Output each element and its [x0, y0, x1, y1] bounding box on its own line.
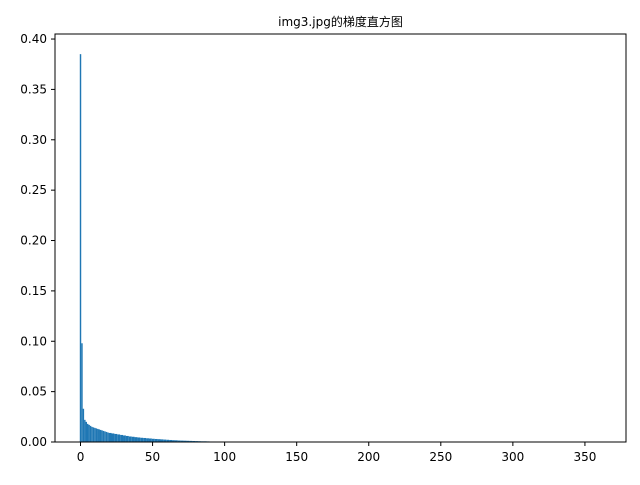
- histogram-bar: [107, 432, 108, 442]
- y-tick-label: 0.25: [20, 183, 47, 197]
- histogram-bar: [88, 425, 89, 442]
- y-tick-label: 0.30: [20, 133, 47, 147]
- y-tick-label: 0.15: [20, 284, 47, 298]
- histogram-bar: [104, 431, 105, 442]
- histogram-bar: [143, 438, 146, 442]
- y-tick-label: 0.20: [20, 234, 47, 248]
- x-tick-label: 300: [501, 450, 524, 464]
- histogram-bar: [137, 437, 140, 442]
- y-tick-label: 0.00: [20, 435, 47, 449]
- histogram-bar: [135, 437, 138, 442]
- histogram-bar: [91, 427, 92, 442]
- x-tick-label: 250: [429, 450, 452, 464]
- histogram-bar: [123, 435, 126, 442]
- histogram-bar: [87, 424, 88, 442]
- histogram-bar: [132, 437, 135, 442]
- histogram-bar: [96, 428, 97, 442]
- histogram-bar: [103, 431, 104, 442]
- histogram-bar: [117, 434, 120, 442]
- histogram-bar: [90, 426, 91, 442]
- histogram-bar: [100, 430, 101, 442]
- chart-title: img3.jpg的梯度直方图: [278, 14, 403, 29]
- y-tick-label: 0.10: [20, 334, 47, 348]
- histogram-bar: [114, 434, 117, 442]
- histogram-bar: [101, 430, 102, 442]
- histogram-bar: [84, 420, 85, 442]
- histogram-bar: [93, 427, 94, 442]
- histogram-bar: [99, 429, 100, 442]
- histogram-bar: [149, 438, 152, 442]
- histogram-bar: [86, 422, 87, 442]
- y-tick-label: 0.35: [20, 82, 47, 96]
- x-tick-label: 50: [145, 450, 160, 464]
- histogram-bar: [83, 409, 84, 442]
- histogram-bar: [80, 54, 81, 442]
- histogram-bar: [120, 435, 123, 442]
- x-tick-label: 100: [213, 450, 236, 464]
- x-tick-label: 150: [285, 450, 308, 464]
- histogram-bar: [129, 436, 132, 442]
- x-tick-label: 350: [573, 450, 596, 464]
- histogram-bar: [140, 438, 143, 442]
- histogram-bar: [81, 343, 82, 442]
- x-tick-label: 0: [77, 450, 85, 464]
- histogram-bar: [97, 429, 98, 442]
- histogram-bar: [146, 438, 149, 442]
- histogram-bar: [94, 428, 95, 442]
- y-tick-label: 0.05: [20, 385, 47, 399]
- histogram-bar: [109, 433, 112, 442]
- histogram-bar: [111, 433, 114, 442]
- x-tick-label: 200: [357, 450, 380, 464]
- histogram-bar: [126, 436, 129, 442]
- histogram-bar: [106, 432, 107, 442]
- y-tick-label: 0.40: [20, 32, 47, 46]
